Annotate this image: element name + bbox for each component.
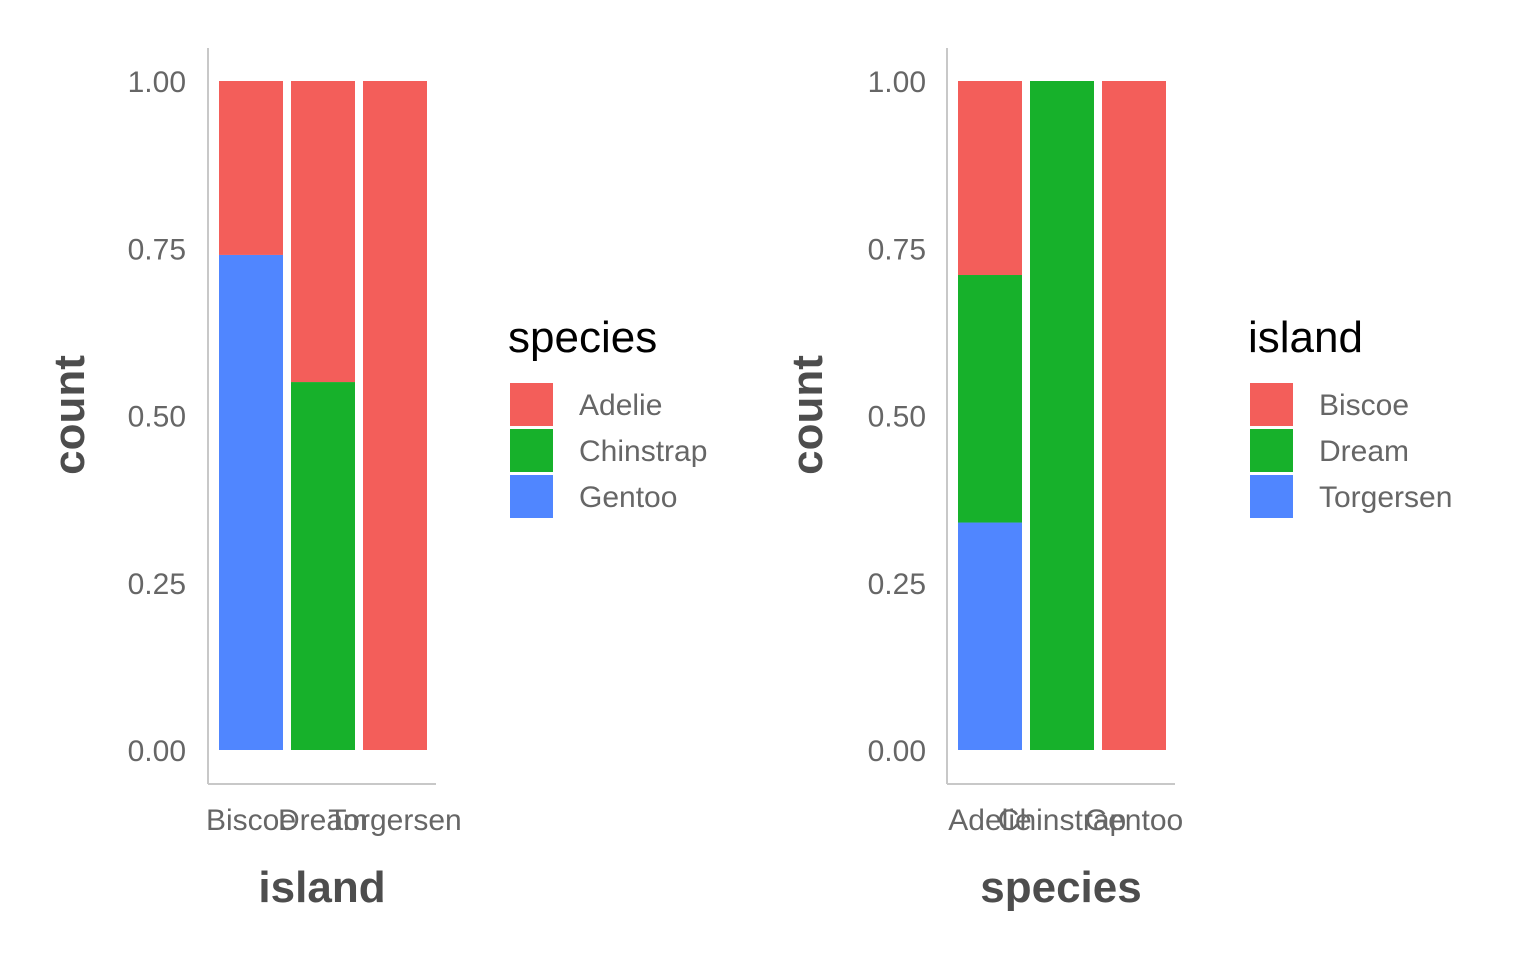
chart-panel-1: 0.00 0.25 0.50 0.75 1.00 BiscoeDreamTorgersen…	[45, 48, 707, 912]
legend-title: species	[508, 313, 657, 362]
bar-segment-adelie-torgersen	[363, 81, 427, 750]
y-tick-label: 0.00	[868, 735, 926, 768]
x-tick-label: Torgersen	[328, 804, 461, 837]
bar-segment-adelie-biscoe	[219, 81, 283, 255]
legend: species Adelie Chinstrap Gentoo	[508, 313, 707, 518]
legend-key-adelie	[510, 383, 553, 426]
bar-segment-dream-adelie	[958, 275, 1022, 523]
x-tick-label: Gentoo	[1085, 804, 1183, 837]
legend-key-torgersen	[1250, 475, 1293, 518]
x-axis-title: species	[980, 863, 1141, 912]
legend-key-gentoo	[510, 475, 553, 518]
legend-label-chinstrap: Chinstrap	[579, 435, 707, 468]
bar-segment-dream-chinstrap	[1030, 81, 1094, 750]
bar-segment-chinstrap-dream	[291, 382, 355, 750]
x-axis-title: island	[258, 863, 385, 912]
legend-label-dream: Dream	[1319, 435, 1409, 468]
legend-key-dream	[1250, 429, 1293, 472]
legend-key-chinstrap	[510, 429, 553, 472]
x-tick-label: Biscoe	[206, 804, 296, 837]
chart-panel-2: 0.00 0.25 0.50 0.75 1.00 AdelieChinstrapGento…	[783, 48, 1452, 912]
bar-segment-gentoo-biscoe	[219, 254, 283, 750]
legend: island Biscoe Dream Torgersen	[1248, 313, 1452, 518]
y-tick-label: 0.00	[128, 735, 186, 768]
legend-title: island	[1248, 313, 1363, 362]
legend-label-gentoo: Gentoo	[579, 481, 677, 514]
y-tick-label: 0.25	[868, 568, 926, 601]
y-tick-label: 0.50	[868, 401, 926, 434]
y-tick-label: 0.75	[128, 233, 186, 266]
y-tick-label: 0.50	[128, 401, 186, 434]
y-tick-label: 0.25	[128, 568, 186, 601]
legend-key-biscoe	[1250, 383, 1293, 426]
y-tick-label: 1.00	[868, 66, 926, 99]
legend-label-adelie: Adelie	[579, 389, 662, 422]
bar-segment-torgersen-adelie	[958, 522, 1022, 750]
bar-segment-biscoe-adelie	[958, 81, 1022, 276]
y-tick-label: 0.75	[868, 233, 926, 266]
bar-segment-adelie-dream	[291, 81, 355, 383]
y-tick-label: 1.00	[128, 66, 186, 99]
legend-label-torgersen: Torgersen	[1319, 481, 1452, 514]
y-axis-title: count	[783, 355, 832, 475]
y-axis-title: count	[45, 355, 94, 475]
x-tick-label: Adelie	[948, 804, 1031, 837]
legend-label-biscoe: Biscoe	[1319, 389, 1409, 422]
bar-segment-biscoe-gentoo	[1102, 81, 1166, 750]
x-tick-label: Dream	[278, 804, 368, 837]
x-tick-label: Chinstrap	[998, 804, 1126, 837]
